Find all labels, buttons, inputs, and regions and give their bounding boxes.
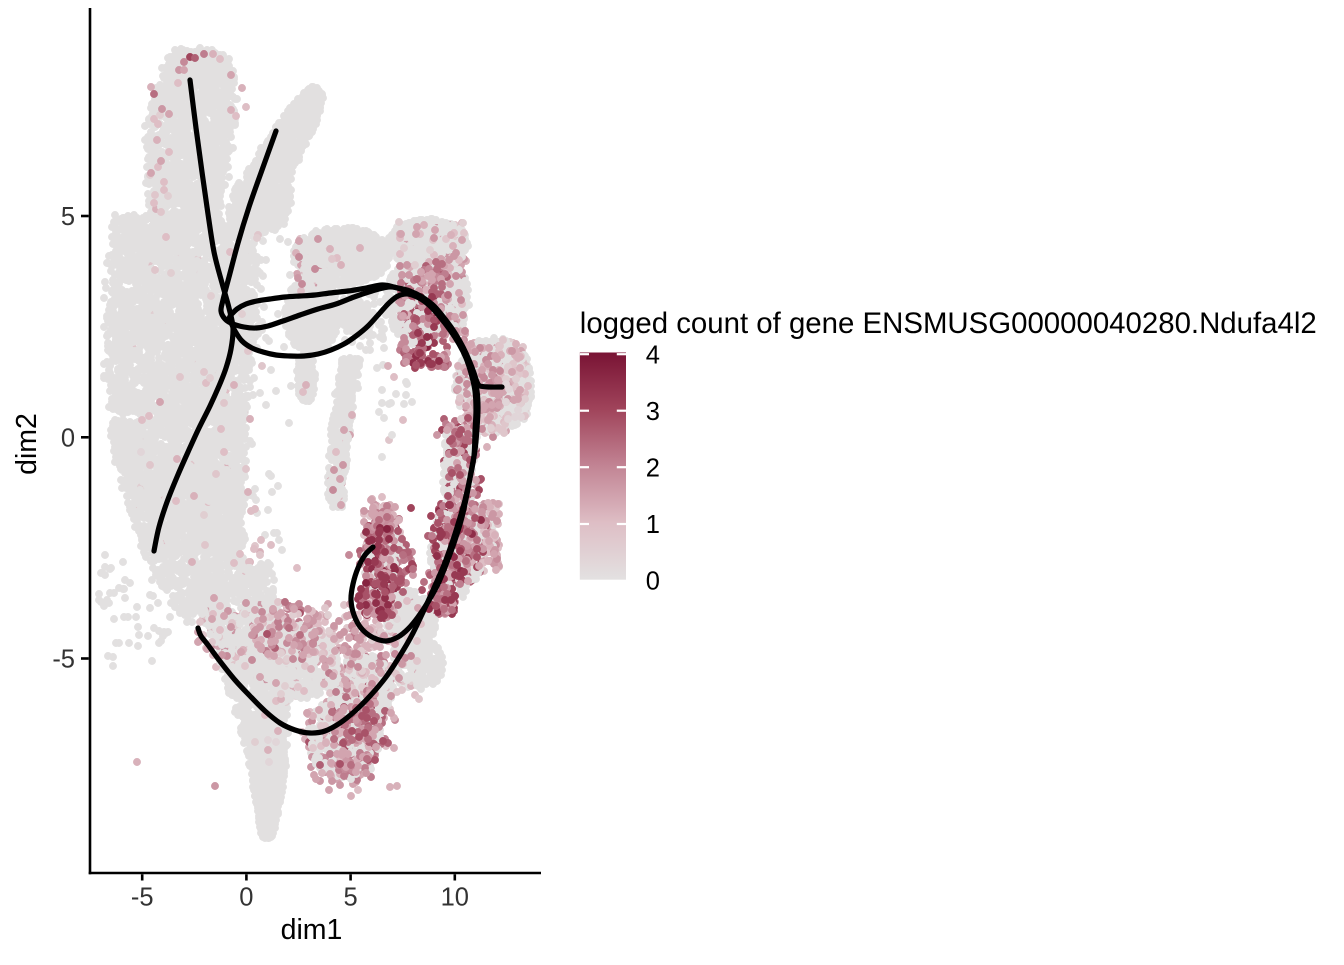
svg-text:dim2: dim2 [11, 413, 43, 475]
svg-text:5: 5 [344, 884, 358, 912]
svg-text:-5: -5 [52, 646, 75, 674]
svg-text:10: 10 [441, 884, 469, 912]
svg-text:5: 5 [61, 203, 75, 231]
svg-text:0: 0 [61, 425, 75, 453]
svg-text:0: 0 [646, 568, 660, 596]
svg-text:-5: -5 [131, 884, 154, 912]
svg-text:0: 0 [239, 884, 253, 912]
svg-text:3: 3 [646, 398, 660, 426]
svg-text:1: 1 [646, 511, 660, 539]
svg-text:dim1: dim1 [281, 914, 343, 946]
svg-text:2: 2 [646, 454, 660, 482]
svg-text:logged count of gene ENSMUSG00: logged count of gene ENSMUSG00000040280.… [580, 307, 1317, 340]
svg-text:4: 4 [646, 341, 660, 369]
